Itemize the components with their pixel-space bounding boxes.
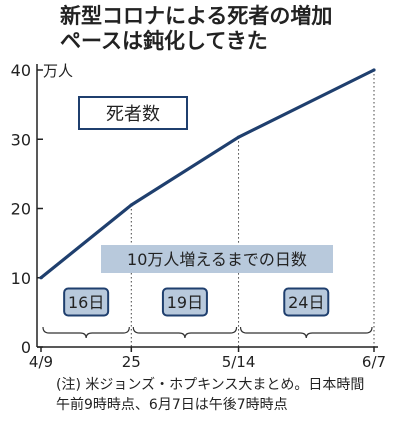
source-note-line-2: 午前9時時点、6月7日は午後7時時点 [56,397,288,413]
x-tick-label: 5/14 [222,353,256,371]
y-tick-label: 0 [21,338,31,357]
x-tick-label: 25 [122,353,141,371]
interval-label: 19日 [167,293,203,312]
chart-title: 新型コロナによる死者の増加 ペースは鈍化してきた [60,4,390,54]
data-point [39,276,43,280]
annotation-banner [101,245,333,273]
interval-badge [63,287,110,317]
series-label: 死者数 [106,104,160,125]
interval-label: 16日 [68,293,104,312]
y-tick-label: 10 [11,269,31,288]
chart-title-line-1: 新型コロナによる死者の増加 [60,4,333,28]
data-point [372,68,376,72]
interval-label: 24日 [288,293,324,312]
data-point [236,135,241,139]
y-tick-label: 30 [11,130,31,149]
interval-brace [239,326,373,339]
y-unit-label: 万人 [43,62,73,80]
data-point [129,203,133,207]
interval-badge [283,287,330,317]
annotation-title: 10万人増えるまでの日数 [127,250,307,269]
interval-brace [42,326,130,339]
source-note: (注) 米ジョンズ・ホプキンス大まとめ。日本時間 午前9時時点、6月7日は午後7… [56,375,396,415]
y-tick-label: 20 [11,200,31,219]
interval-brace [132,326,238,339]
y-tick-label: 40 [11,61,31,80]
interval-badge [161,287,208,317]
series-line [39,68,375,279]
source-note-line-1: (注) 米ジョンズ・ホプキンス大まとめ。日本時間 [56,377,365,393]
chart-title-line-2: ペースは鈍化してきた [60,29,268,53]
series-label-box [78,96,188,130]
x-tick-label: 4/9 [29,353,53,371]
x-tick-label: 6/7 [362,353,386,371]
